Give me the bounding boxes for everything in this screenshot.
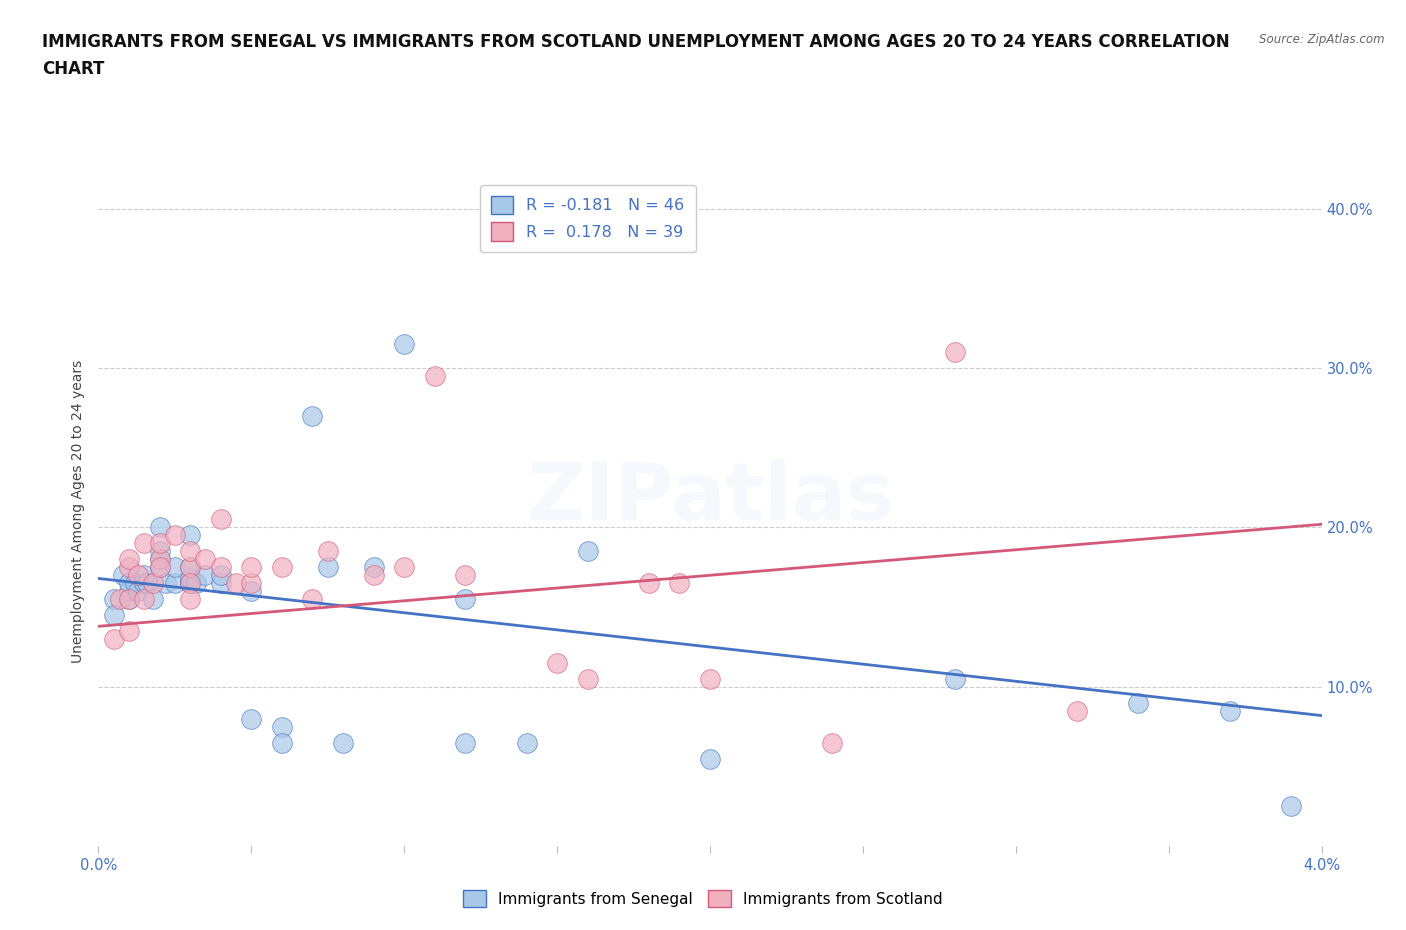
Point [186, 576, 208, 591]
Point [1219, 703, 1241, 718]
Point [454, 736, 477, 751]
Point [316, 560, 339, 575]
Point [179, 560, 201, 575]
Point [163, 576, 186, 591]
Point [301, 591, 323, 606]
Point [136, 576, 159, 591]
Point [209, 568, 232, 583]
Point [118, 624, 141, 639]
Point [240, 560, 263, 575]
Point [699, 671, 721, 686]
Point [332, 736, 354, 751]
Point [118, 560, 141, 575]
Point [134, 568, 156, 583]
Point [668, 576, 690, 591]
Point [149, 560, 172, 575]
Point [225, 576, 247, 591]
Point [943, 345, 966, 360]
Point [363, 568, 385, 583]
Point [179, 576, 201, 591]
Point [194, 551, 217, 566]
Point [699, 751, 721, 766]
Point [1066, 703, 1088, 718]
Point [179, 560, 201, 575]
Text: Source: ZipAtlas.com: Source: ZipAtlas.com [1260, 33, 1385, 46]
Text: CHART: CHART [42, 60, 104, 78]
Point [943, 671, 966, 686]
Point [270, 719, 294, 734]
Point [1279, 799, 1302, 814]
Point [179, 576, 201, 591]
Point [103, 591, 125, 606]
Point [163, 560, 186, 575]
Point [179, 576, 201, 591]
Point [454, 568, 477, 583]
Point [103, 631, 125, 646]
Point [103, 607, 125, 622]
Legend: R = -0.181   N = 46, R =  0.178   N = 39: R = -0.181 N = 46, R = 0.178 N = 39 [479, 185, 696, 252]
Point [179, 571, 201, 586]
Point [240, 711, 263, 726]
Point [270, 736, 294, 751]
Point [209, 576, 232, 591]
Point [194, 568, 217, 583]
Point [149, 551, 172, 566]
Point [392, 560, 416, 575]
Point [134, 591, 156, 606]
Point [576, 544, 599, 559]
Point [118, 591, 141, 606]
Point [142, 591, 165, 606]
Text: IMMIGRANTS FROM SENEGAL VS IMMIGRANTS FROM SCOTLAND UNEMPLOYMENT AMONG AGES 20 T: IMMIGRANTS FROM SENEGAL VS IMMIGRANTS FR… [42, 33, 1230, 50]
Point [179, 591, 201, 606]
Point [155, 576, 177, 591]
Point [546, 656, 568, 671]
Point [118, 584, 141, 599]
Point [127, 584, 149, 599]
Point [124, 576, 146, 591]
Point [142, 576, 165, 591]
Point [149, 536, 172, 551]
Point [127, 568, 149, 583]
Point [240, 576, 263, 591]
Point [134, 576, 156, 591]
Point [118, 576, 141, 591]
Point [209, 560, 232, 575]
Legend: Immigrants from Senegal, Immigrants from Scotland: Immigrants from Senegal, Immigrants from… [456, 882, 950, 915]
Point [576, 671, 599, 686]
Point [516, 736, 538, 751]
Point [363, 560, 385, 575]
Point [179, 544, 201, 559]
Point [149, 560, 172, 575]
Point [270, 560, 294, 575]
Point [637, 576, 661, 591]
Point [163, 528, 186, 543]
Point [423, 368, 446, 383]
Point [118, 591, 141, 606]
Point [149, 520, 172, 535]
Point [209, 512, 232, 527]
Point [454, 591, 477, 606]
Point [149, 551, 172, 566]
Point [149, 544, 172, 559]
Point [118, 551, 141, 566]
Point [108, 591, 131, 606]
Point [111, 568, 134, 583]
Text: ZIPatlas: ZIPatlas [526, 459, 894, 538]
Y-axis label: Unemployment Among Ages 20 to 24 years: Unemployment Among Ages 20 to 24 years [72, 360, 86, 663]
Point [240, 584, 263, 599]
Point [134, 536, 156, 551]
Point [179, 528, 201, 543]
Point [316, 544, 339, 559]
Point [392, 337, 416, 352]
Point [301, 408, 323, 423]
Point [1128, 696, 1150, 711]
Point [821, 736, 844, 751]
